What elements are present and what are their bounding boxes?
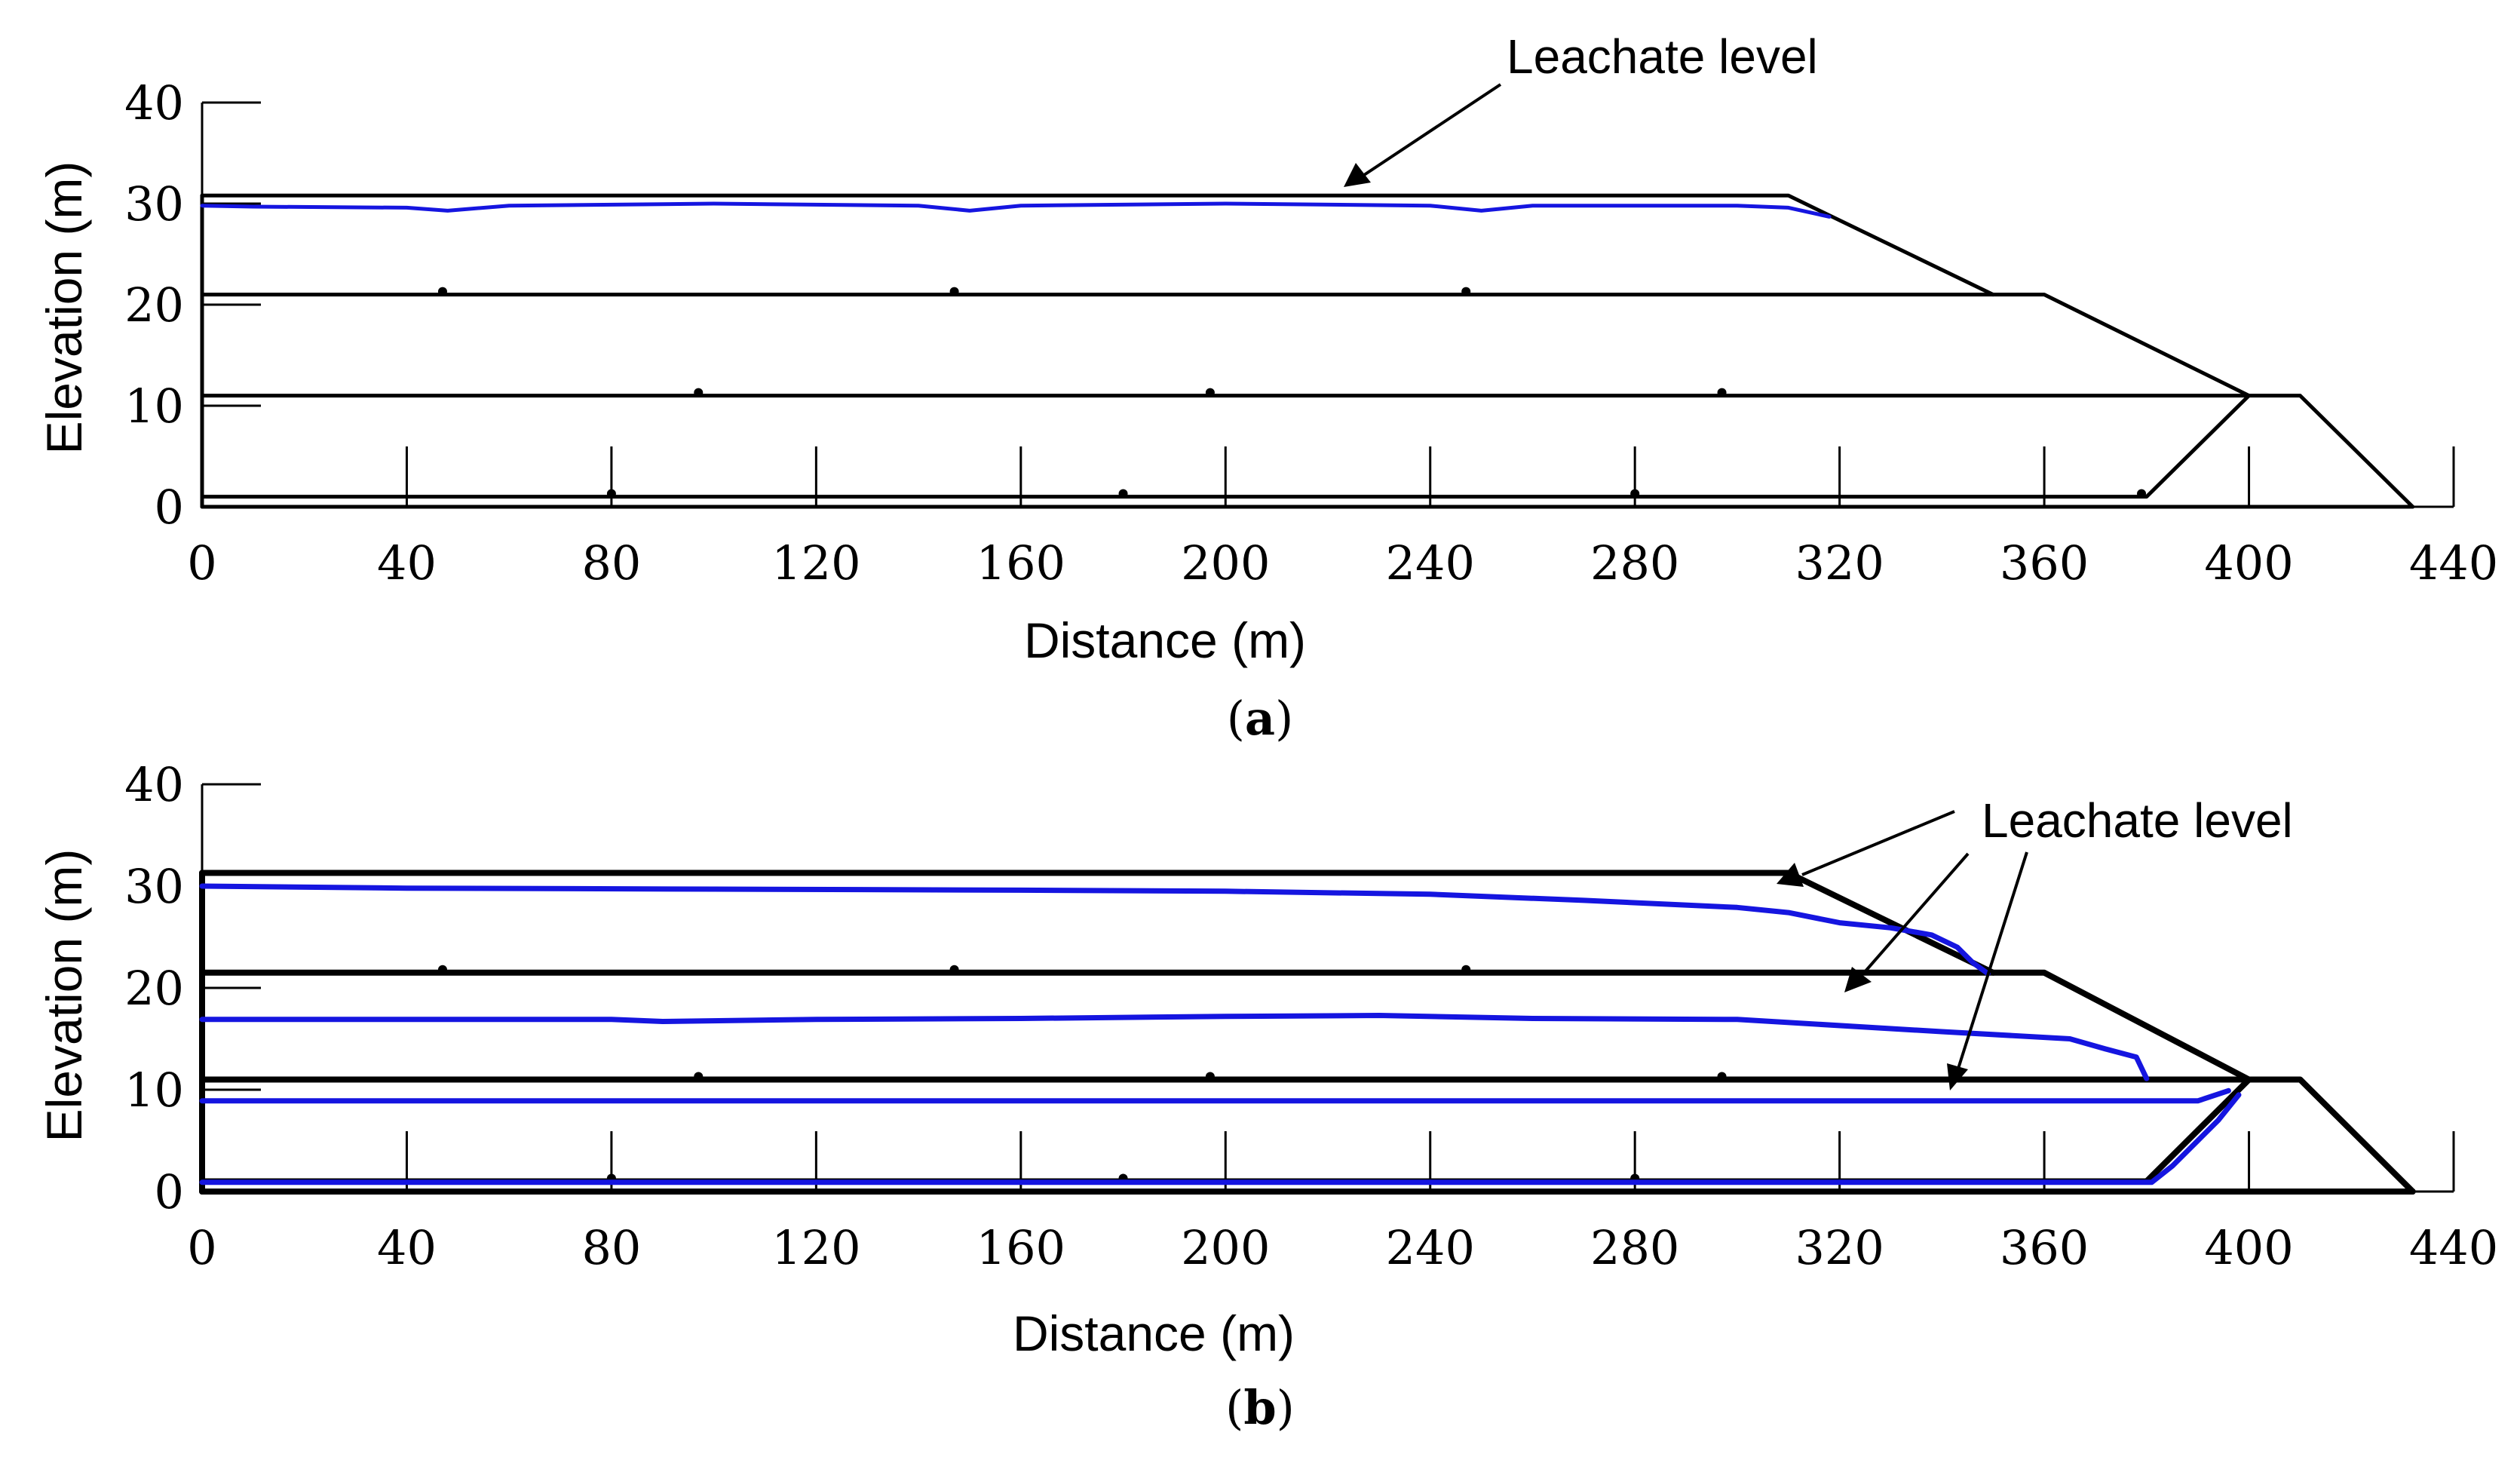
plot-a-node-marker-0-1 xyxy=(949,287,959,296)
plot-a-node-marker-0-2 xyxy=(1461,287,1471,296)
plot-b-xtick-label-40: 40 xyxy=(377,1220,437,1275)
plot-b-xtick-label-440: 440 xyxy=(2409,1220,2498,1275)
plot-a-node-marker-1-2 xyxy=(1717,388,1727,397)
plot-a-ytick-label-10: 10 xyxy=(124,379,184,434)
plot-b-annotation-arrowhead-2 xyxy=(1844,967,1872,992)
plot-a-xtick-label-280: 280 xyxy=(1590,535,1679,590)
plot-b-annotation-label: Leachate level xyxy=(1982,793,2293,848)
plot-b-node-marker-0-0 xyxy=(437,965,447,974)
plot-b-annotation-arrowhead-3 xyxy=(1947,1063,1968,1090)
plot-b-ytick-label-0: 0 xyxy=(155,1164,184,1219)
plot-a-node-marker-1-1 xyxy=(1205,388,1215,397)
plot-b-node-marker-1-0 xyxy=(694,1072,704,1081)
plot-b-node-marker-0-1 xyxy=(949,965,959,974)
plot-b-leachate-line-3 xyxy=(199,1092,2242,1185)
plot-b-ytick-label-20: 20 xyxy=(124,961,184,1016)
plot-b-node-marker-0-2 xyxy=(1461,965,1471,974)
plot-a-xtick-label-440: 440 xyxy=(2409,535,2498,590)
plot-b-ytick-label-40: 40 xyxy=(124,757,184,812)
plot-a-leachate-line-0 xyxy=(200,201,1832,219)
plot-a-xtick-label-120: 120 xyxy=(771,535,860,590)
plot-b-xtick-label-0: 0 xyxy=(187,1220,216,1275)
plot-b-geometry xyxy=(199,870,2416,1195)
plot-a-xtick-label-0: 0 xyxy=(187,535,216,590)
plot-a-xtick-label-240: 240 xyxy=(1386,535,1475,590)
plot-b-annotation-arrow-3 xyxy=(1956,851,2028,1072)
plot-b-xtick-label-200: 200 xyxy=(1181,1220,1270,1275)
plot-b-xtick-label-80: 80 xyxy=(581,1220,641,1275)
plot-b-leachate-line-1 xyxy=(199,1013,2150,1081)
plot-b-annotation-arrowhead-1 xyxy=(1777,863,1804,887)
plot-b-ylabel: Elevation (m) xyxy=(36,849,92,1143)
plot-a-xlabel: Distance (m) xyxy=(1024,612,1306,668)
plot-b-node-marker-1-1 xyxy=(1205,1072,1215,1081)
plot-a-ytick-label-30: 30 xyxy=(124,176,184,232)
plot-a-leachate-series xyxy=(200,201,1832,219)
plot-a-xtick-label-320: 320 xyxy=(1795,535,1884,590)
plot-a-node-marker-2-0 xyxy=(606,489,616,498)
plot-a-xtick-label-400: 400 xyxy=(2204,535,2293,590)
plot-a-ytick-label-0: 0 xyxy=(155,480,184,535)
plot-a-xtick-label-80: 80 xyxy=(581,535,641,590)
plot-b-node-marker-1-2 xyxy=(1717,1072,1727,1081)
plot-a-annotation-label: Leachate level xyxy=(1507,29,1818,84)
plot-b-ytick-label-10: 10 xyxy=(124,1063,184,1118)
plot-a-geometry xyxy=(200,193,2415,509)
plot-b-xlabel: Distance (m) xyxy=(1013,1305,1295,1361)
caption-a: (a) xyxy=(1227,691,1294,746)
plot-a-node-marker-2-1 xyxy=(1118,489,1128,498)
plot-a-node-marker-1-0 xyxy=(694,388,704,397)
plot-b-xtick-label-160: 160 xyxy=(976,1220,1065,1275)
plot-b-annotation-arrow-2 xyxy=(1862,852,1970,974)
plot-a-geometry-line-0 xyxy=(200,193,1995,297)
plot-b-xtick-label-320: 320 xyxy=(1795,1220,1884,1275)
plot-a-node-marker-2-3 xyxy=(2137,489,2147,498)
plot-a-annotation: Leachate level xyxy=(1344,29,1818,187)
plot-b-leachate-line-0 xyxy=(199,883,1991,977)
plot-a-node-marker-2-2 xyxy=(1630,489,1640,498)
plot-b-leachate-series xyxy=(199,883,2242,1185)
plot-b-ytick-label-30: 30 xyxy=(124,859,184,914)
caption-b: (b) xyxy=(1225,1380,1295,1435)
plot-a-geometry-line-1 xyxy=(200,293,2251,398)
plot-a-xtick-label-360: 360 xyxy=(2000,535,2089,590)
plot-a-node-marker-0-0 xyxy=(437,287,447,296)
plot-a-ytick-label-20: 20 xyxy=(124,278,184,333)
plot-b-xtick-label-400: 400 xyxy=(2204,1220,2293,1275)
plot-a-xtick-label-200: 200 xyxy=(1181,535,1270,590)
plot-b-leachate-line-2 xyxy=(199,1087,2231,1104)
plot-b-annotation: Leachate level xyxy=(1777,793,2293,1090)
plot-a-geometry-line-2 xyxy=(200,394,2415,509)
plot-a-ylabel: Elevation (m) xyxy=(36,161,92,455)
plot-a-ytick-label-40: 40 xyxy=(124,75,184,130)
plot-b-annotation-arrow-1 xyxy=(1801,810,1955,876)
plot-a-geometry-line-3 xyxy=(200,394,2251,499)
plot-b-xtick-label-360: 360 xyxy=(2000,1220,2089,1275)
plot-b-geometry-line-2 xyxy=(199,1076,2416,1195)
plot-a-axes xyxy=(201,101,2455,508)
plot-a-annotation-arrowhead xyxy=(1344,163,1371,187)
plot-b-xtick-label-120: 120 xyxy=(771,1220,860,1275)
plot-a-xtick-label-40: 40 xyxy=(377,535,437,590)
plot-b-xtick-label-240: 240 xyxy=(1386,1220,1475,1275)
plot-b-geometry-line-1 xyxy=(199,969,2252,1083)
plot-a-annotation-arrow xyxy=(1356,83,1502,181)
plot-a-xtick-label-160: 160 xyxy=(976,535,1065,590)
plot-b-xtick-label-280: 280 xyxy=(1590,1220,1679,1275)
